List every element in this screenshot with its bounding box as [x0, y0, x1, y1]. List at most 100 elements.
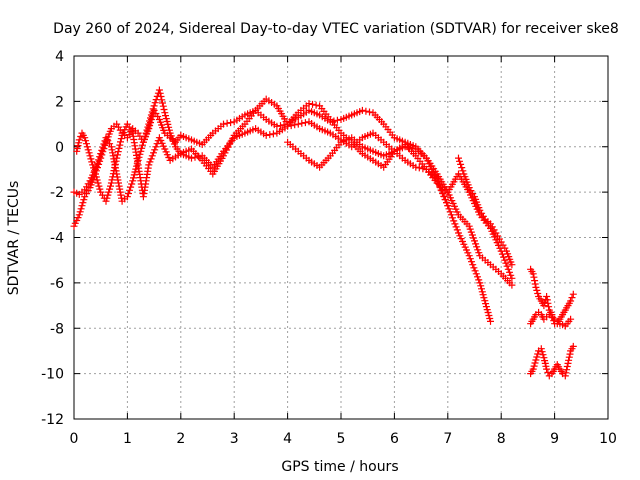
- data-point-track-c: [471, 237, 478, 245]
- data-point-track-c: [86, 152, 94, 160]
- data-point-track-b: [142, 129, 150, 137]
- data-point-track-b: [127, 183, 135, 191]
- data-point-track-a: [77, 205, 85, 213]
- data-point-track-b: [484, 309, 492, 316]
- data-point-track-c: [468, 231, 476, 239]
- data-point-track-e: [501, 244, 509, 252]
- data-point-track-b: [139, 141, 146, 149]
- data-point-track-b: [266, 131, 274, 139]
- data-point-late-cluster-lower: [544, 369, 552, 376]
- data-point-track-a: [79, 199, 87, 207]
- data-point-track-b: [146, 117, 154, 125]
- y-tick-label: 4: [55, 49, 64, 65]
- data-point-track-b: [475, 276, 483, 284]
- data-point-track-e: [508, 261, 516, 269]
- data-point-track-b: [469, 261, 477, 269]
- data-point-track-a: [78, 202, 86, 210]
- data-point-track-c: [305, 100, 313, 108]
- data-point-track-c: [90, 164, 98, 172]
- data-point-track-c: [108, 176, 116, 184]
- data-point-track-b: [487, 317, 494, 325]
- data-point-track-a: [358, 106, 366, 114]
- data-point-track-b: [160, 106, 168, 113]
- data-point-track-b: [141, 132, 149, 140]
- data-point-track-d: [507, 271, 515, 279]
- axis-ticks: [73, 55, 609, 420]
- data-point-track-c: [151, 146, 159, 154]
- data-point-track-c: [150, 149, 157, 157]
- data-point-late-cluster-upper: [545, 303, 553, 311]
- data-point-track-b: [440, 193, 448, 201]
- data-point-track-b: [445, 205, 453, 213]
- data-points: [70, 86, 577, 380]
- data-point-track-c: [147, 155, 155, 163]
- data-point-track-b: [446, 208, 454, 216]
- data-point-track-c: [87, 155, 95, 163]
- x-tick-label: 9: [550, 431, 559, 447]
- data-point-track-b: [96, 153, 104, 161]
- data-point-track-e: [458, 164, 466, 172]
- data-point-late-cluster-upper: [531, 277, 539, 285]
- data-point-track-b: [477, 282, 485, 290]
- data-point-track-a: [366, 108, 373, 116]
- x-tick-label: 6: [390, 431, 399, 447]
- data-point-track-b: [149, 105, 157, 113]
- data-point-late-cluster-upper: [533, 286, 541, 294]
- data-point-track-c: [111, 160, 119, 168]
- data-point-track-d: [508, 274, 516, 282]
- data-point-track-b: [155, 86, 163, 94]
- data-point-late-cluster-upper: [534, 290, 542, 297]
- data-point-track-b: [130, 174, 137, 182]
- data-point-track-b: [287, 122, 295, 130]
- data-point-track-c: [113, 154, 121, 162]
- data-point-track-e: [456, 157, 463, 165]
- data-point-track-b: [143, 126, 151, 134]
- data-point-track-c: [115, 144, 123, 152]
- data-point-track-b: [472, 270, 480, 278]
- data-point-track-c: [107, 182, 114, 190]
- data-point-track-b: [162, 112, 169, 120]
- data-point-late-cluster-upper: [543, 293, 551, 300]
- data-point-track-e: [465, 184, 473, 192]
- data-point-track-c: [83, 140, 90, 148]
- x-tick-label: 5: [337, 431, 346, 447]
- x-tick-label: 8: [497, 431, 506, 447]
- data-point-track-d: [506, 268, 513, 276]
- x-tick-label: 3: [230, 431, 239, 447]
- y-tick-label: -2: [50, 185, 64, 201]
- data-point-track-c: [91, 170, 99, 178]
- data-point-track-b: [151, 99, 159, 107]
- y-tick-label: -10: [41, 367, 64, 383]
- data-point-track-c: [96, 185, 104, 193]
- data-point-track-c: [92, 173, 100, 181]
- data-point-track-b: [482, 300, 490, 308]
- data-point-late-cluster-lower: [530, 362, 538, 370]
- data-point-track-b: [159, 102, 167, 110]
- data-point-track-b: [443, 199, 451, 207]
- data-point-track-c: [84, 146, 92, 154]
- data-point-track-a: [76, 208, 84, 216]
- x-tick-label: 10: [599, 431, 617, 447]
- data-point-track-d: [502, 259, 510, 267]
- data-point-track-b: [478, 285, 485, 293]
- data-point-late-cluster-upper: [529, 270, 537, 278]
- data-point-track-b: [301, 119, 309, 127]
- data-point-track-d: [405, 144, 413, 151]
- data-point-late-cluster-upper: [540, 302, 548, 310]
- y-tick-label: 2: [55, 94, 64, 110]
- data-point-track-c: [146, 158, 154, 166]
- data-point-late-cluster-lower: [537, 345, 545, 353]
- data-point-track-b: [470, 264, 478, 272]
- x-axis-label: GPS time / hours: [281, 459, 398, 475]
- data-point-track-b: [479, 291, 487, 299]
- data-point-track-c: [88, 158, 96, 166]
- data-point-track-b: [294, 120, 302, 128]
- data-point-track-b: [95, 156, 103, 164]
- x-tick-label: 1: [123, 431, 132, 447]
- data-point-track-d: [504, 265, 512, 273]
- data-point-track-c: [312, 101, 320, 109]
- data-point-late-cluster-lower: [561, 372, 569, 380]
- data-point-track-b: [188, 154, 195, 162]
- data-point-track-b: [262, 131, 270, 139]
